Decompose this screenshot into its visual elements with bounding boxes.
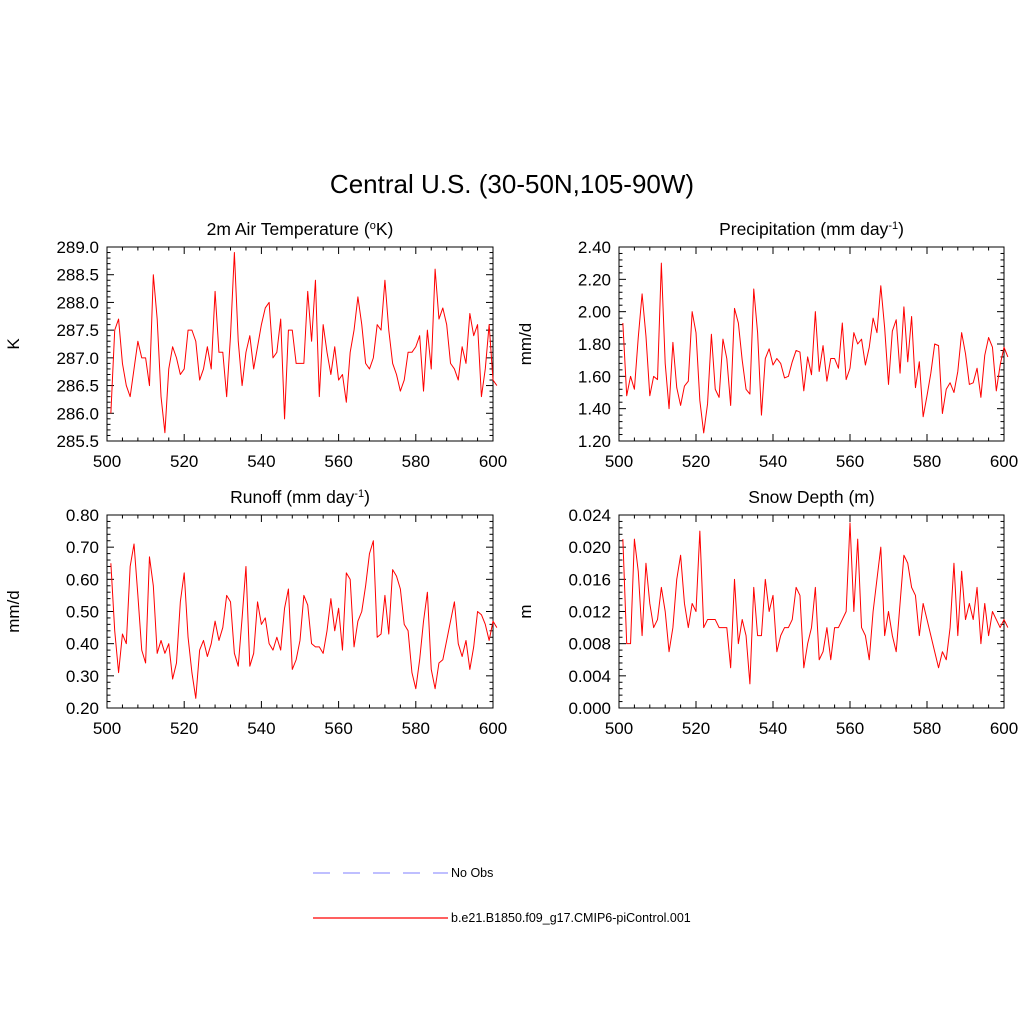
y-tick-label: 2.40: [578, 238, 611, 257]
y-tick-label: 287.5: [56, 321, 99, 340]
figure-title: Central U.S. (30-50N,105-90W): [330, 169, 694, 199]
x-tick-label: 500: [93, 719, 121, 738]
panel-4: 500 520 540 560 580 600 0.000 0.004 0.008 0.012 0.…: [516, 487, 1018, 738]
panel-title: Runoff (mm day-1): [230, 487, 370, 507]
y-tick-label: 285.5: [56, 432, 99, 451]
y-tick-label: 1.20: [578, 432, 611, 451]
panels: 500 520 540 560 580 600 285.5 286.0 286.5 287.0 28…: [4, 219, 1018, 738]
series-line-1: [110, 252, 498, 434]
y-tick-label: 0.004: [568, 667, 611, 686]
x-tick-label: 560: [324, 719, 352, 738]
y-tick-label: 287.0: [56, 349, 99, 368]
y-axis-label: mm/d: [4, 590, 23, 633]
y-tick-label: 1.80: [578, 335, 611, 354]
x-tick-label: 580: [402, 452, 430, 471]
y-tick-label: 288.0: [56, 293, 99, 312]
y-tick-label: 0.40: [66, 635, 99, 654]
x-tick-label: 540: [759, 452, 787, 471]
x-tick-label: 600: [479, 452, 507, 471]
x-tick-label: 600: [479, 719, 507, 738]
panel-title: 2m Air Temperature (oK): [207, 219, 394, 239]
x-tick-label: 600: [990, 719, 1018, 738]
y-tick-label: 1.60: [578, 367, 611, 386]
x-tick-label: 520: [682, 452, 710, 471]
panel-title: Snow Depth (m): [748, 487, 874, 507]
y-tick-label: 0.020: [568, 538, 611, 557]
x-tick-label: 580: [402, 719, 430, 738]
y-tick-label: 0.30: [66, 667, 99, 686]
y-tick-label: 2.00: [578, 303, 611, 322]
x-tick-label: 520: [682, 719, 710, 738]
x-tick-label: 520: [170, 719, 198, 738]
x-tick-label: 580: [913, 452, 941, 471]
x-tick-label: 500: [605, 719, 633, 738]
panel-3: 500 520 540 560 580 600 0.20 0.30 0.40 0.50 0.60 0.…: [4, 487, 507, 738]
y-tick-label: 286.0: [56, 404, 99, 423]
y-tick-label: 0.80: [66, 506, 99, 525]
x-tick-label: 560: [836, 452, 864, 471]
plot-frame: [106, 246, 494, 442]
y-tick-label: 0.008: [568, 635, 611, 654]
y-tick-label: 288.5: [56, 266, 99, 285]
y-tick-label: 286.5: [56, 377, 99, 396]
y-tick-label: 0.016: [568, 570, 611, 589]
panel-2: 500 520 540 560 580 600 1.20 1.40 1.60 1.80 2.00 2.…: [516, 219, 1018, 471]
plot-frame: [618, 246, 1005, 442]
y-axis-label: mm/d: [516, 323, 535, 366]
series-line-1: [622, 262, 1009, 434]
y-tick-label: 0.024: [568, 506, 611, 525]
x-tick-label: 560: [836, 719, 864, 738]
plot-frame: [106, 514, 494, 709]
series-line-1: [622, 522, 1009, 685]
legend: No Obs b.e21.B1850.f09_g17.CMIP6-piContr…: [313, 866, 691, 925]
y-tick-label: 0.70: [66, 538, 99, 557]
y-tick-label: 0.50: [66, 603, 99, 622]
y-tick-label: 0.012: [568, 603, 611, 622]
x-tick-label: 540: [247, 719, 275, 738]
plot-frame: [618, 514, 1005, 709]
x-tick-label: 600: [990, 452, 1018, 471]
x-tick-label: 540: [759, 719, 787, 738]
panel-title: Precipitation (mm day-1): [719, 219, 904, 239]
y-axis-label: m: [516, 604, 535, 618]
x-tick-label: 500: [93, 452, 121, 471]
x-tick-label: 580: [913, 719, 941, 738]
y-tick-label: 0.000: [568, 699, 611, 718]
y-tick-label: 0.20: [66, 699, 99, 718]
legend-model-label: b.e21.B1850.f09_g17.CMIP6-piControl.001: [451, 911, 691, 925]
x-tick-label: 500: [605, 452, 633, 471]
series-line-1: [110, 540, 498, 699]
x-tick-label: 560: [324, 452, 352, 471]
y-tick-label: 0.60: [66, 570, 99, 589]
panel-1: 500 520 540 560 580 600 285.5 286.0 286.5 287.0 28…: [4, 219, 507, 471]
y-tick-label: 1.40: [578, 400, 611, 419]
y-tick-label: 289.0: [56, 238, 99, 257]
x-tick-label: 540: [247, 452, 275, 471]
y-tick-label: 2.20: [578, 270, 611, 289]
y-axis-label: K: [4, 338, 23, 350]
legend-obs-label: No Obs: [451, 866, 493, 880]
x-tick-label: 520: [170, 452, 198, 471]
